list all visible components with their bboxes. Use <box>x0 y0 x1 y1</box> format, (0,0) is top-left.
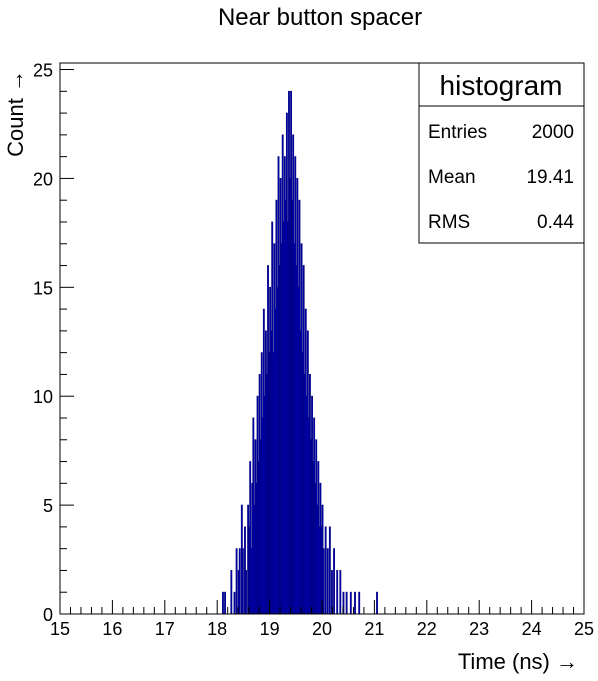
histogram-bar <box>235 548 238 615</box>
y-tick-label: 10 <box>33 387 53 407</box>
stats-box-frame <box>418 62 585 244</box>
stats-entries-value: 2000 <box>532 122 574 143</box>
stats-mean-value: 19.41 <box>526 167 574 188</box>
y-tick-label: 0 <box>43 605 53 625</box>
x-tick-label: 15 <box>50 619 70 639</box>
histogram-bar <box>358 591 361 615</box>
histogram-bar <box>326 548 329 615</box>
x-tick-label: 21 <box>364 619 384 639</box>
y-axis-label: Count → <box>3 70 28 157</box>
x-axis-ticks: 15 16 17 18 19 20 21 22 23 24 25 <box>50 600 594 639</box>
histogram-bar <box>376 591 378 615</box>
histogram-bar <box>222 591 224 615</box>
histogram-bar <box>324 526 327 615</box>
x-tick-label: 20 <box>312 619 332 639</box>
histogram-bar <box>336 570 339 615</box>
histogram-bar <box>354 591 356 615</box>
stats-rms-value: 0.44 <box>537 212 574 233</box>
chart-title: Near button spacer <box>218 4 422 31</box>
y-axis-ticks: 0 5 10 15 20 25 <box>33 61 74 625</box>
stats-box-title: histogram <box>440 70 563 101</box>
stats-entries-label: Entries <box>428 122 487 143</box>
histogram-bar <box>241 548 244 615</box>
histogram-bar <box>349 591 352 615</box>
histogram-bar <box>339 570 342 615</box>
x-tick-label: 19 <box>260 619 280 639</box>
histogram-bar <box>322 548 325 615</box>
y-tick-label: 5 <box>43 496 53 516</box>
x-axis-label: Time (ns) → <box>458 649 578 674</box>
x-tick-label: 23 <box>469 619 489 639</box>
histogram-bar <box>233 591 236 615</box>
y-tick-label: 15 <box>33 278 53 298</box>
histogram-bar <box>333 548 335 615</box>
stats-box: histogram Entries 2000 Mean 19.41 RMS 0.… <box>418 62 585 244</box>
stats-rms-label: RMS <box>428 212 470 233</box>
histogram-bar <box>345 591 348 615</box>
histogram-bar <box>245 570 247 615</box>
x-tick-label: 25 <box>574 619 594 639</box>
x-tick-label: 24 <box>522 619 542 639</box>
y-tick-label: 25 <box>33 61 53 81</box>
x-tick-label: 17 <box>155 619 175 639</box>
x-tick-label: 18 <box>207 619 227 639</box>
stats-mean-label: Mean <box>428 167 476 188</box>
histogram-bar <box>224 591 226 615</box>
y-tick-label: 20 <box>33 169 53 189</box>
x-tick-label: 16 <box>102 619 122 639</box>
histogram-bar <box>230 570 233 615</box>
histogram-bar <box>238 548 241 615</box>
histogram-bar <box>328 526 331 615</box>
x-tick-label: 22 <box>417 619 437 639</box>
